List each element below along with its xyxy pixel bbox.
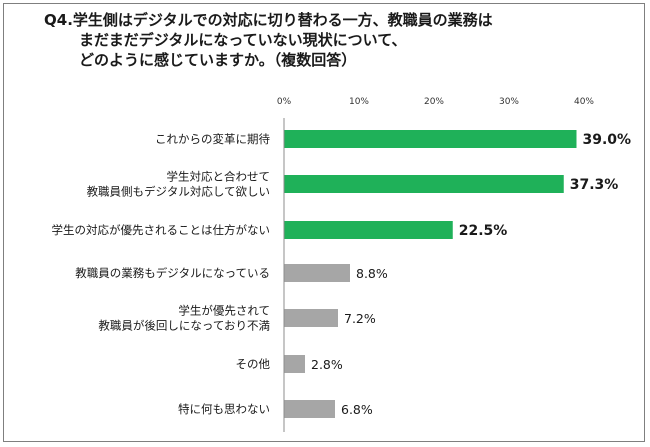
title-line-3: どのように感じていますか。（複数回答）	[79, 51, 357, 69]
chart-title: Q4.学生側はデジタルでの対応に切り替わる一方、教職員の業務は まだまだデジタル…	[44, 10, 604, 70]
data-label: 22.5%	[459, 223, 508, 239]
data-label: 8.8%	[356, 266, 388, 281]
category-label: 特に何も思わない	[178, 402, 270, 416]
bar	[284, 309, 338, 327]
category-label: 教職員の業務もデジタルになっている	[75, 266, 270, 280]
bar	[284, 130, 577, 148]
category-label: 教職員側もデジタル対応して欲しい	[87, 185, 270, 199]
x-tick-label: 30%	[499, 97, 519, 107]
title-line-1: Q4.学生側はデジタルでの対応に切り替わる一方、教職員の業務は	[44, 11, 493, 29]
data-label: 39.0%	[583, 132, 632, 148]
category-label: 教職員が後回しになっており不満	[98, 319, 270, 333]
data-label: 7.2%	[344, 311, 376, 326]
x-axis-ticks: 0% 10% 20% 30% 40%	[277, 97, 595, 107]
category-label: 学生対応と合わせて	[167, 170, 271, 184]
bar	[284, 221, 453, 239]
bars	[284, 130, 577, 418]
category-label: これからの変革に期待	[155, 132, 270, 146]
data-label: 2.8%	[311, 357, 343, 372]
category-labels: これからの変革に期待学生対応と合わせて教職員側もデジタル対応して欲しい学生の対応…	[52, 132, 271, 416]
bar	[284, 175, 564, 193]
title-line-2: まだまだデジタルになっていない現状について、	[79, 31, 407, 49]
data-label: 37.3%	[570, 177, 619, 193]
data-label: 6.8%	[341, 402, 373, 417]
data-labels: 39.0% 37.3% 22.5% 8.8% 7.2% 2.8% 6.8%	[311, 132, 631, 417]
category-label: その他	[236, 357, 271, 371]
x-tick-label: 10%	[349, 97, 369, 107]
bar	[284, 264, 350, 282]
category-label: 学生の対応が優先されることは仕方がない	[52, 223, 271, 237]
category-label: 学生が優先されて	[178, 304, 270, 318]
x-tick-label: 0%	[277, 97, 292, 107]
x-tick-label: 40%	[574, 97, 594, 107]
x-tick-label: 20%	[424, 97, 444, 107]
bar	[284, 400, 335, 418]
bar	[284, 355, 305, 373]
